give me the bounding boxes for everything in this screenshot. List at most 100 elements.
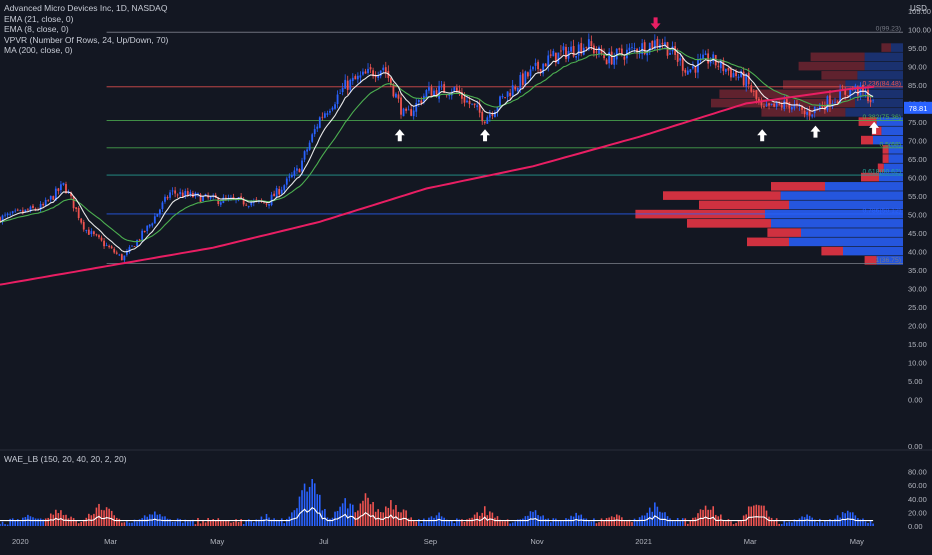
wae-bar bbox=[676, 517, 679, 526]
candle-body bbox=[301, 160, 303, 172]
wae-bar bbox=[372, 501, 374, 526]
axis-layer: 0.00 5.00 10.00 15.00 20.00 25.00 30.00 35.00 40… bbox=[12, 7, 932, 546]
candle-body bbox=[181, 192, 184, 198]
wae-bar bbox=[11, 518, 14, 526]
candle-body bbox=[369, 67, 372, 70]
candle-body bbox=[562, 46, 565, 51]
vpvr-down-bar bbox=[881, 43, 891, 52]
candle-body bbox=[80, 218, 83, 223]
price-tick-label: 30.00 bbox=[908, 284, 927, 293]
candle-body bbox=[755, 90, 758, 100]
candle-body bbox=[392, 83, 395, 97]
wae-bar bbox=[232, 521, 235, 526]
candle-body bbox=[542, 63, 545, 74]
wae-bar bbox=[146, 516, 149, 526]
wae-bar bbox=[796, 520, 798, 526]
candle-body bbox=[197, 193, 199, 195]
candle-body bbox=[136, 239, 138, 246]
wae-bar bbox=[270, 519, 273, 526]
wae-bar bbox=[415, 521, 418, 526]
candle-body bbox=[313, 129, 316, 135]
wae-bar bbox=[47, 517, 50, 526]
candle-body bbox=[623, 56, 626, 60]
candle-body bbox=[16, 209, 19, 211]
wae-bar bbox=[509, 523, 511, 526]
candle-body bbox=[509, 92, 512, 97]
candle-body bbox=[407, 109, 410, 111]
candle-body bbox=[770, 103, 773, 105]
legend-ma200[interactable]: MA (200, close, 0) bbox=[4, 45, 73, 56]
candle-body bbox=[24, 209, 27, 212]
wae-bar bbox=[687, 523, 689, 526]
candle-body bbox=[184, 190, 187, 197]
wae-bar bbox=[605, 518, 608, 526]
candle-body bbox=[603, 53, 605, 59]
wae-bar bbox=[793, 519, 796, 526]
candle-body bbox=[288, 176, 291, 178]
wae-bar bbox=[235, 519, 237, 526]
candle-body bbox=[318, 117, 321, 128]
wae-bar bbox=[326, 517, 329, 526]
wae-bar bbox=[557, 520, 560, 526]
wae-bar bbox=[164, 516, 166, 526]
candle-body bbox=[379, 70, 382, 77]
candle-body bbox=[321, 116, 324, 118]
candle-body bbox=[740, 71, 743, 77]
wae-bar bbox=[725, 521, 727, 526]
vpvr-down-bar bbox=[882, 154, 889, 163]
wae-bar bbox=[4, 524, 6, 526]
candle-body bbox=[488, 114, 491, 118]
candle-body bbox=[72, 196, 75, 209]
time-tick-label: Nov bbox=[530, 537, 544, 546]
legend-ema21[interactable]: EMA (21, close, 0) bbox=[4, 13, 74, 24]
wae-bar bbox=[585, 518, 588, 526]
candle-body bbox=[148, 224, 151, 227]
candle-body bbox=[674, 46, 677, 55]
price-tick-label: 20.00 bbox=[908, 321, 927, 330]
vpvr-down-bar bbox=[858, 117, 877, 126]
legend-ema8[interactable]: EMA (8, close, 0) bbox=[4, 24, 69, 35]
wae-bar bbox=[217, 518, 220, 526]
price-tick-label: 0.00 bbox=[908, 395, 923, 404]
wae-bar bbox=[301, 490, 303, 526]
candle-body bbox=[331, 107, 334, 110]
legend-vpvr[interactable]: VPVR (Number Of Rows, 24, Up/Down, 70) bbox=[4, 34, 169, 45]
legend-title[interactable]: Advanced Micro Devices Inc, 1D, NASDAQ bbox=[4, 3, 168, 13]
candle-body bbox=[123, 255, 126, 261]
wae-bar bbox=[19, 521, 22, 526]
wae-bar bbox=[544, 518, 547, 526]
wae-bar bbox=[364, 493, 367, 526]
wae-bar bbox=[250, 520, 253, 526]
wae-bar bbox=[0, 523, 1, 526]
wae-bar bbox=[212, 519, 214, 526]
vpvr-up-bar bbox=[801, 228, 903, 237]
wae-bar bbox=[9, 518, 11, 526]
wae-bar bbox=[791, 522, 793, 526]
candle-body bbox=[529, 69, 532, 76]
candle-body bbox=[478, 104, 481, 113]
price-tick-label: 50.00 bbox=[908, 210, 927, 219]
candle-body bbox=[412, 110, 415, 117]
candle-body bbox=[143, 230, 146, 232]
candle-body bbox=[384, 67, 387, 73]
price-tick-label: 55.00 bbox=[908, 192, 927, 201]
time-tick-label: Mar bbox=[104, 537, 117, 546]
wae-indicator-label[interactable]: WAE_LB (150, 20, 40, 20, 2, 20) bbox=[4, 454, 127, 464]
candle-body bbox=[245, 204, 248, 206]
candle-body bbox=[618, 48, 621, 50]
currency-label[interactable]: USD bbox=[910, 4, 927, 13]
candle-body bbox=[189, 192, 192, 196]
wae-bar bbox=[671, 520, 674, 526]
candle-body bbox=[633, 48, 636, 50]
candle-body bbox=[146, 225, 149, 232]
wae-bar bbox=[420, 523, 423, 526]
vpvr-up-bar bbox=[864, 52, 903, 62]
wae-bar bbox=[626, 521, 628, 526]
candle-body bbox=[448, 94, 451, 96]
wae-bar bbox=[565, 518, 567, 526]
candle-body bbox=[47, 200, 50, 202]
candle-body bbox=[425, 90, 428, 98]
candle-body bbox=[572, 45, 575, 57]
